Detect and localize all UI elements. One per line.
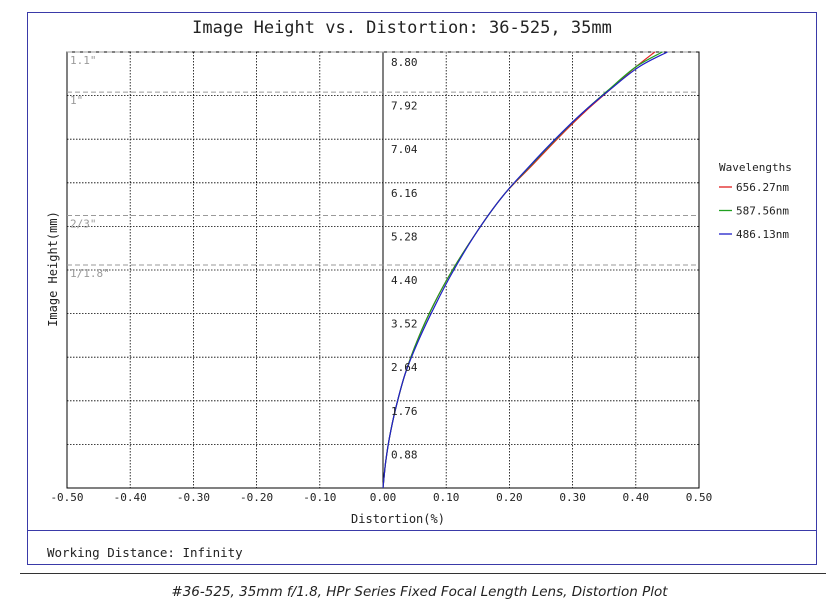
legend-entry: 656.27nm — [736, 181, 789, 194]
working-distance-divider — [27, 530, 817, 531]
x-tick-label: 0.10 — [433, 491, 460, 504]
sensor-format-label: 1.1" — [70, 54, 97, 67]
y-tick-label: 0.88 — [391, 448, 418, 461]
x-tick-label: 0.00 — [370, 491, 397, 504]
chart-series — [382, 51, 668, 489]
x-tick-label: 0.40 — [623, 491, 650, 504]
x-tick-label: -0.30 — [177, 491, 210, 504]
distortion-chart: Image Height vs. Distortion: 36-525, 35m… — [46, 18, 792, 526]
x-tick-label: 0.30 — [559, 491, 586, 504]
figure-caption: #36-525, 35mm f/1.8, HPr Series Fixed Fo… — [171, 584, 668, 600]
y-tick-label: 5.28 — [391, 230, 418, 243]
y-tick-labels: 0.88 1.76 2.64 3.52 4.40 5.28 6.16 7.04 7.92 8.80 — [391, 56, 418, 461]
y-tick-label: 7.92 — [391, 100, 418, 113]
chart-title: Image Height vs. Distortion: 36-525, 35m… — [192, 18, 612, 38]
y-tick-label: 4.40 — [391, 274, 418, 287]
working-distance: Working Distance: Infinity — [47, 545, 243, 560]
caption-rule — [20, 573, 826, 574]
series-line-486.13nm — [382, 51, 668, 489]
y-tick-label: 2.64 — [391, 361, 418, 374]
x-tick-label: -0.50 — [50, 491, 83, 504]
y-tick-label: 1.76 — [391, 405, 418, 418]
x-axis-label: Distortion(%) — [351, 512, 445, 526]
sensor-format-label: 2/3" — [70, 218, 97, 231]
chart-grid — [66, 51, 700, 489]
x-tick-label: 0.20 — [496, 491, 523, 504]
y-tick-label: 7.04 — [391, 143, 418, 156]
sensor-format-lines: 1.1" 1" 2/3" 1/1.8" — [67, 51, 699, 280]
x-tick-label: -0.40 — [114, 491, 147, 504]
legend-entry: 587.56nm — [736, 205, 789, 218]
chart-frame — [27, 12, 817, 565]
y-axis-label: Image Height(mm) — [46, 211, 60, 327]
x-tick-label: 0.50 — [686, 491, 713, 504]
y-tick-label: 3.52 — [391, 318, 418, 331]
y-tick-label: 6.16 — [391, 187, 418, 200]
legend-title: Wavelengths — [719, 161, 792, 174]
x-tick-label: -0.20 — [240, 491, 273, 504]
x-tick-labels: -0.50 -0.40 -0.30 -0.20 -0.10 0.00 0.10 0.20 0.3… — [50, 491, 712, 504]
sensor-format-label: 1" — [70, 94, 83, 107]
sensor-format-label: 1/1.8" — [70, 267, 110, 280]
legend-entry: 486.13nm — [736, 228, 789, 241]
x-tick-label: -0.10 — [303, 491, 336, 504]
legend: Wavelengths 656.27nm 587.56nm 486.13nm — [719, 161, 792, 241]
y-tick-label: 8.80 — [391, 56, 418, 69]
